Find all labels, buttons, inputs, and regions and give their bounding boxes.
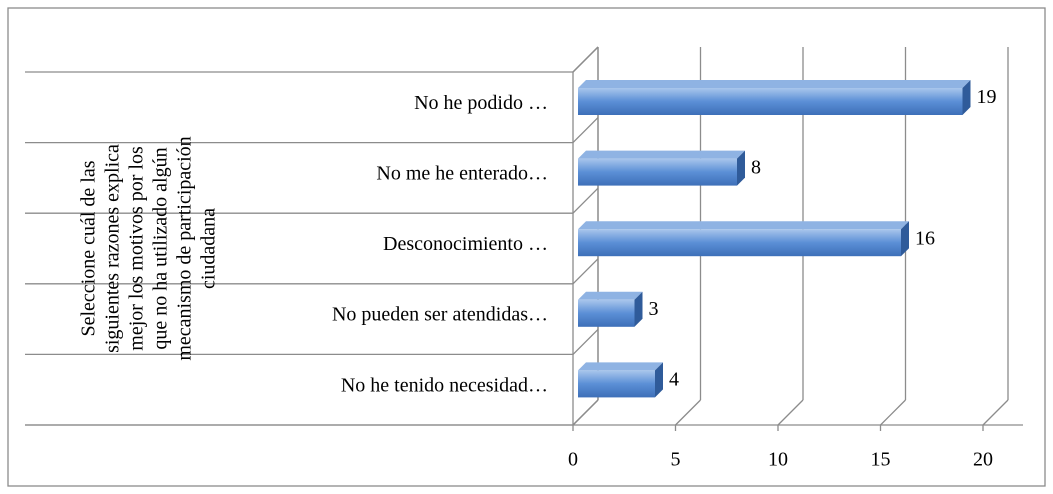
bar-top [578, 362, 663, 371]
category-separator [572, 258, 599, 285]
data-label: 4 [669, 368, 679, 390]
x-tick-label: 15 [871, 449, 891, 471]
y-axis-title-line: ciudadana [198, 208, 220, 289]
category-separator [572, 187, 599, 214]
y-tick-label: No he podido … [414, 92, 548, 114]
category-separator [572, 328, 599, 355]
data-label: 8 [751, 157, 761, 179]
category-separator [572, 46, 599, 73]
bar-top [578, 221, 909, 230]
grid-line [982, 399, 1009, 426]
x-tick-label: 10 [768, 449, 788, 471]
grid-line [880, 399, 906, 426]
data-label: 16 [915, 227, 935, 249]
y-tick-label: No pueden ser atendidas… [332, 304, 548, 326]
bar-side [901, 221, 909, 257]
bar [578, 370, 655, 398]
bar [578, 158, 737, 186]
y-axis-title: Seleccione cuál de las siguientes razones… [78, 136, 220, 360]
bar-top [578, 291, 643, 300]
x-tick-label: 5 [671, 449, 681, 471]
x-tick-label: 0 [568, 449, 578, 471]
y-axis-title-line: que no ha utilizado algún [150, 147, 172, 349]
y-tick-label: No me he enterado… [376, 162, 548, 184]
y-axis-title-line: siguientes razones explica [102, 144, 124, 353]
bar-top [578, 150, 745, 159]
grid-line [675, 399, 701, 426]
bar [578, 299, 635, 327]
y-tick-label: No he tenido necesidad… [341, 374, 548, 396]
y-axis-title-line: mejor los motivos por los [126, 146, 148, 351]
data-label: 19 [977, 86, 997, 108]
grid-line [777, 399, 804, 426]
bar-side [962, 80, 971, 115]
y-axis-title-line: mecanismo de participación [174, 136, 196, 360]
bar [578, 88, 963, 115]
bar [578, 229, 901, 257]
y-tick-label: Desconocimiento … [383, 233, 548, 255]
bar-side [634, 291, 643, 327]
category-separator [572, 117, 599, 144]
data-label: 3 [649, 298, 659, 320]
bar-side [655, 362, 663, 398]
y-axis-title-line: Seleccione cuál de las [78, 160, 100, 336]
category-separator [572, 399, 599, 426]
bar-top [578, 80, 971, 88]
bar-side [737, 150, 745, 186]
x-tick-label: 20 [973, 449, 993, 471]
